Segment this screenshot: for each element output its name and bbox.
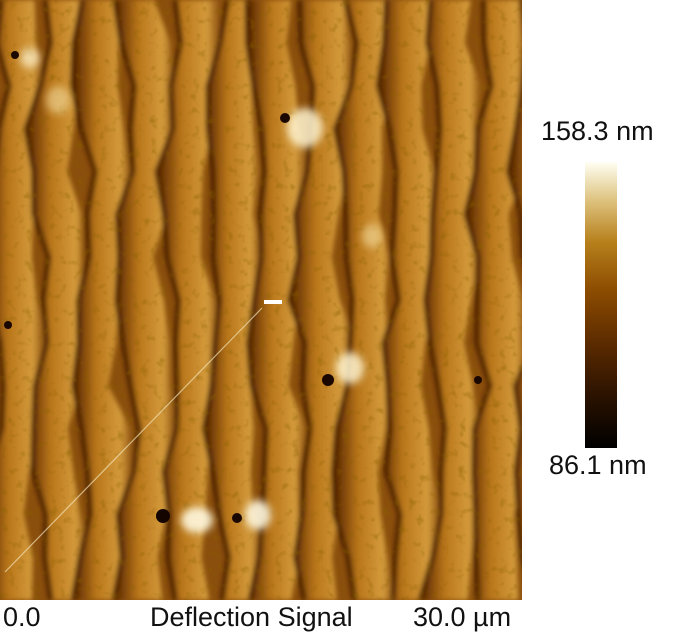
x-axis-max-label: 30.0 µm bbox=[413, 602, 512, 632]
afm-height-map bbox=[0, 0, 522, 600]
afm-dark-pits bbox=[4, 51, 482, 523]
colorbar-scale bbox=[585, 162, 617, 448]
colorbar-min-label: 86.1 nm bbox=[549, 450, 647, 480]
afm-pore-texture bbox=[0, 0, 522, 600]
channel-label: Deflection Signal bbox=[150, 602, 353, 632]
colorbar-max-label: 158.3 nm bbox=[541, 116, 654, 146]
afm-bright-spots bbox=[20, 48, 382, 533]
afm-artifact-mark bbox=[264, 300, 282, 304]
x-axis-min-label: 0.0 bbox=[3, 602, 41, 632]
afm-scratch-line bbox=[4, 307, 263, 573]
